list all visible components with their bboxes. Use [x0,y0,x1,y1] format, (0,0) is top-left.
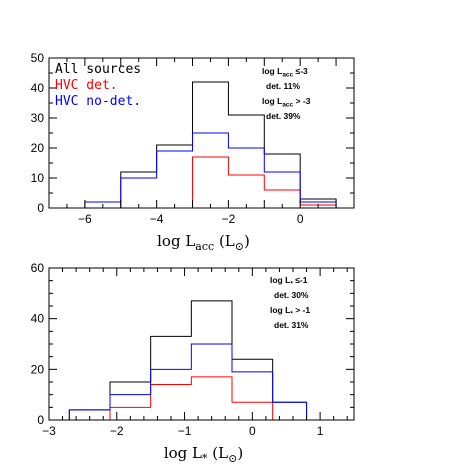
annotation-line: log L* > -1 [270,305,310,318]
y-tick-label: 0 [37,413,44,427]
legend-entry: All sources [55,62,141,77]
x-tick-label: −4 [150,212,164,226]
y-tick-label: 0 [37,201,44,215]
x-tick-label: −6 [78,212,92,226]
series-hvc-det [84,156,337,209]
annotation-line: log Lacc ≤-3 [262,66,308,79]
y-tick-label: 30 [31,111,45,125]
series-hvc-det [69,376,307,421]
chart-panel-1: −6 −4 −2 0 0 10 20 30 40 50 log Lacc (L⊙) log Lacc … [31,51,355,253]
y-tick-label: 20 [31,141,45,155]
x-tick-label: −1 [178,424,192,438]
x-tick-label: −3 [42,424,56,438]
x-tick-label: 0 [297,212,304,226]
y-tick-label: 10 [31,171,45,185]
x-axis-title: log L* (L⊙) [164,444,243,465]
y-tick-label: 20 [31,362,45,376]
annotation-line: det. 31% [274,320,309,330]
y-tick-label: 60 [31,261,45,275]
annotation-line: det. 30% [274,290,309,300]
x-axis-title: log Lacc (L⊙) [157,232,250,253]
legend-entry: HVC no-det. [55,94,141,109]
x-tick-label: −2 [222,212,236,226]
x-tick-label: 1 [317,424,324,438]
legend-entry: HVC det. [55,78,118,93]
series-hvc-no-det [84,132,337,208]
y-tick-label: 40 [31,312,45,326]
annotation-line: det. 39% [266,111,301,121]
annotation-line: log L* ≤-1 [270,275,308,288]
y-tick-label: 40 [31,81,45,95]
annotation-line: det. 11% [266,81,300,91]
x-tick-label: 0 [249,424,256,438]
x-tick-label: −2 [110,424,124,438]
series-hvc-no-det [68,343,308,420]
annotation-line: log Lacc > -3 [262,96,311,109]
y-tick-label: 50 [31,51,45,65]
